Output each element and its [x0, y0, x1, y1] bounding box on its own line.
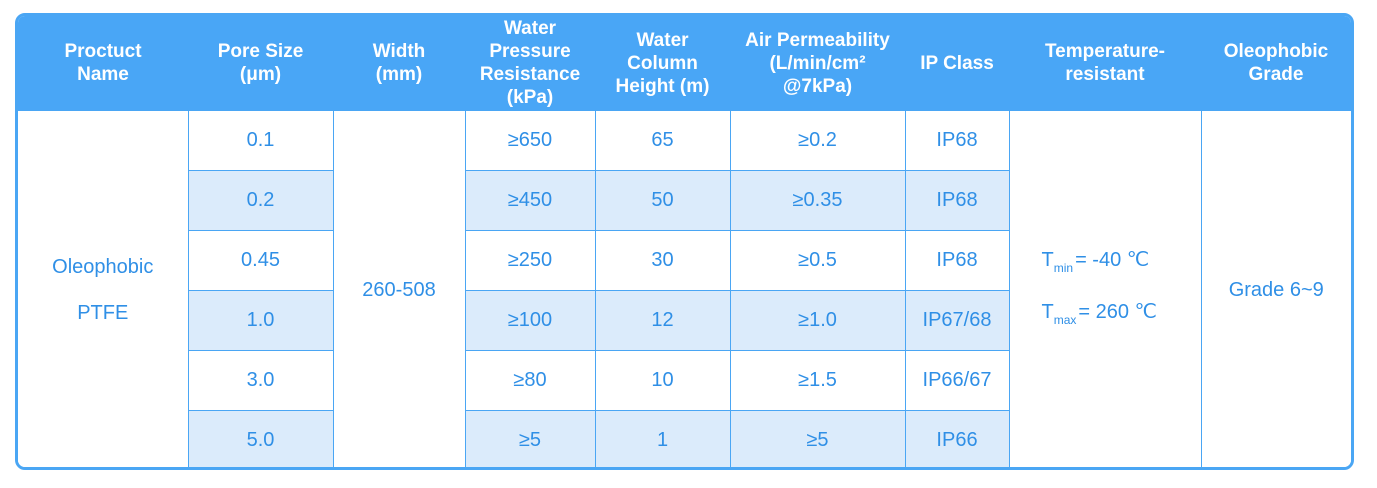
pore-size-cell: 1.0 — [188, 290, 334, 351]
table-row: 5.0 ≥5 1 ≥5 IP66 — [18, 410, 1351, 467]
width-cell: 260-508 — [332, 110, 466, 467]
header-air-permeability: Air Permeability (L/min/cm² @7kPa) — [730, 16, 905, 111]
table-row: Oleophobic PTFE 0.1 260-508 ≥650 65 ≥0.2 … — [18, 110, 1351, 467]
pressure-cell: ≥250 — [464, 230, 596, 291]
pressure-cell: ≥450 — [464, 170, 596, 231]
column-cell: 30 — [594, 230, 731, 291]
pore-size-cell: 0.1 — [187, 110, 334, 171]
header-row: Proctuct Name Pore Size (μm) Width (mm) Wat… — [18, 16, 1351, 111]
column-cell: 12 — [594, 290, 731, 351]
tmin-line: Tmin = -40 ℃ — [1041, 249, 1150, 276]
tmax-line: Tmax = 260 ℃ — [1041, 301, 1158, 328]
air-cell: ≥5 — [729, 410, 906, 467]
ip-cell: IP66/67 — [904, 350, 1009, 411]
pressure-cell: ≥100 — [464, 290, 596, 351]
oleophobic-grade-cell: Grade 6~9 — [1200, 110, 1351, 467]
pore-size-cell: 3.0 — [188, 350, 334, 411]
pressure-cell: ≥650 — [464, 110, 596, 171]
column-cell: 10 — [594, 350, 731, 411]
column-cell: 1 — [594, 410, 731, 467]
table-row: 0.45 ≥250 30 ≥0.5 IP68 — [18, 230, 1351, 291]
pore-size-cell: 0.2 — [188, 170, 334, 231]
header-pore-size: Pore Size (μm) — [188, 16, 333, 111]
spec-table: Proctuct Name Pore Size (μm) Width (mm) Wat… — [18, 16, 1351, 467]
spec-table-frame: Proctuct Name Pore Size (μm) Width (mm) Wat… — [15, 13, 1354, 470]
air-cell: ≥0.35 — [729, 170, 906, 231]
air-cell: ≥1.5 — [729, 350, 906, 411]
temperature-cell: Tmin = -40 ℃ Tmax = 260 ℃ — [1008, 110, 1202, 467]
air-cell: ≥0.2 — [729, 110, 906, 171]
ip-cell: IP68 — [904, 170, 1009, 231]
pressure-cell: ≥80 — [464, 350, 596, 411]
column-cell: 50 — [594, 170, 731, 231]
header-oleophobic-grade: Oleophobic Grade — [1201, 16, 1351, 111]
header-width: Width (mm) — [333, 16, 465, 111]
header-ip-class: IP Class — [905, 16, 1009, 111]
ip-cell: IP67/68 — [904, 290, 1009, 351]
pressure-cell: ≥5 — [464, 410, 596, 467]
air-cell: ≥1.0 — [729, 290, 906, 351]
header-product-name: Proctuct Name — [18, 16, 188, 111]
header-water-column: Water Column Height (m) — [595, 16, 730, 111]
header-water-pressure: Water Pressure Resistance (kPa) — [465, 16, 595, 111]
product-name-cell: Oleophobic PTFE — [18, 110, 189, 467]
column-cell: 65 — [594, 110, 731, 171]
ip-cell: IP68 — [904, 110, 1010, 171]
header-temperature: Temperature-resistant — [1009, 16, 1201, 111]
air-cell: ≥0.5 — [729, 230, 906, 291]
ip-cell: IP66 — [904, 410, 1009, 467]
pore-size-cell: 5.0 — [188, 410, 334, 467]
table-row: 3.0 ≥80 10 ≥1.5 IP66/67 — [18, 350, 1351, 411]
pore-size-cell: 0.45 — [188, 230, 334, 291]
ip-cell: IP68 — [904, 230, 1009, 291]
